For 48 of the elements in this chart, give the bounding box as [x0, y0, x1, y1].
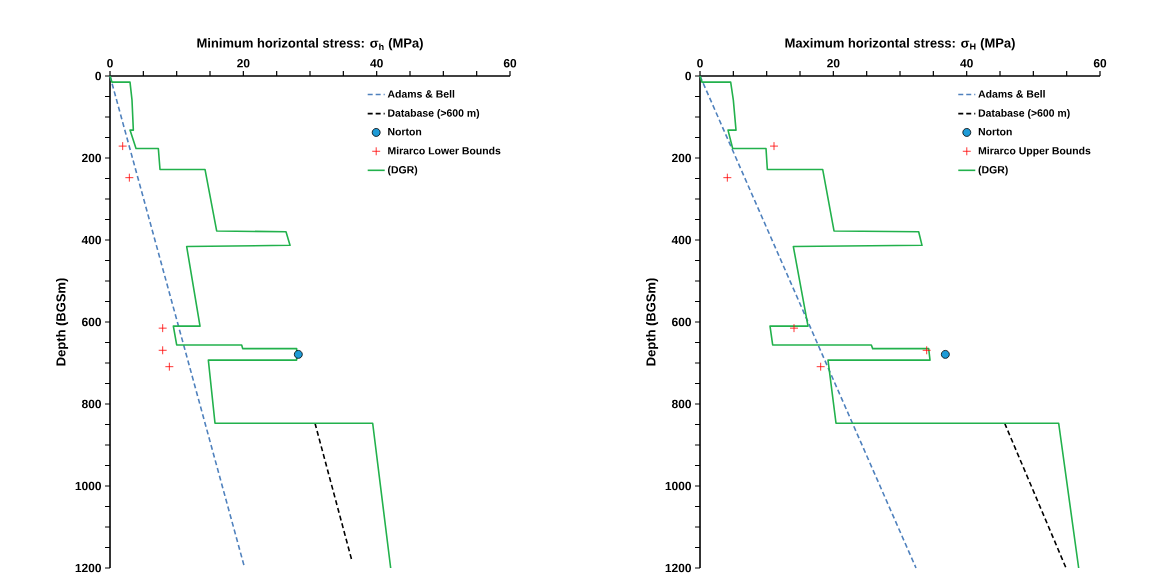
x-axis-title: Maximum horizontal stress: σ$_{H}$ (MPa)	[785, 38, 1015, 51]
legend-label: Adams & Bell	[387, 90, 455, 98]
legend-label: (DGR)	[388, 165, 418, 176]
point	[164, 362, 174, 372]
x-axis-title: Minimum horizontal stress: σ$_{h}$ (MPa)	[197, 38, 423, 51]
legend-label: Adams & Bell	[978, 90, 1045, 98]
x-tick-label: 40	[960, 59, 973, 68]
point	[124, 173, 134, 183]
point	[769, 141, 779, 151]
y-tick-label: 1200	[75, 563, 102, 573]
y-tick-label: 400	[81, 235, 102, 245]
legend-label: Norton	[978, 128, 1012, 136]
legend-label: Database (>600 m)	[978, 109, 1070, 119]
point	[118, 141, 128, 151]
y-tick-label: 1000	[75, 481, 102, 491]
y-tick-label: 200	[671, 153, 692, 163]
point	[158, 345, 168, 355]
x-tick-label: 20	[827, 59, 840, 68]
legend-label: Mirarco Upper Bounds	[978, 146, 1091, 157]
y-tick-label: 400	[671, 235, 692, 245]
x-tick-label: 0	[107, 59, 113, 68]
y-tick-label: 0	[685, 71, 692, 81]
legend-label: Norton	[388, 128, 422, 136]
point	[940, 350, 950, 359]
x-tick-label: 40	[370, 59, 383, 68]
y-tick-label: 600	[82, 317, 102, 327]
legend-label: Mirarco Lower Bounds	[388, 146, 501, 155]
y-tick-label: 200	[81, 153, 102, 163]
point	[722, 173, 732, 183]
point	[789, 323, 799, 333]
y-axis-title: Depth (BGSm)	[646, 278, 659, 366]
x-tick-label: 20	[237, 59, 250, 68]
y-axis-title: Depth (BGSm)	[56, 278, 69, 366]
point	[293, 350, 303, 359]
x-tick-label: 60	[1093, 59, 1107, 68]
x-tick-label: 60	[503, 59, 517, 68]
x-tick-label: 0	[697, 59, 703, 68]
point	[816, 362, 826, 372]
y-tick-label: 800	[81, 399, 102, 409]
point	[158, 323, 168, 333]
y-tick-label: 1000	[665, 481, 692, 491]
legend-label: (DGR)	[978, 165, 1008, 176]
y-tick-label: 800	[671, 399, 692, 409]
y-tick-label: 1200	[665, 563, 692, 573]
legend-label: Database (>600 m)	[388, 109, 480, 119]
point	[922, 345, 932, 355]
y-tick-label: 600	[672, 317, 692, 327]
y-tick-label: 0	[95, 71, 102, 81]
